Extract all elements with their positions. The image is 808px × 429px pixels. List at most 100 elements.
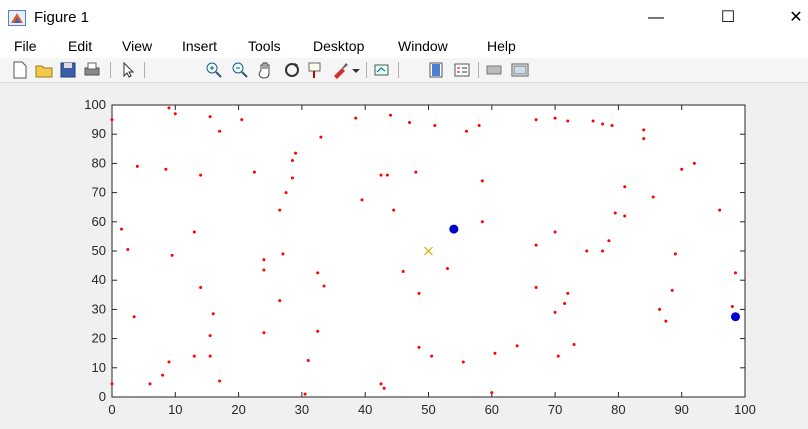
link-plot-icon[interactable] [372, 60, 392, 80]
data-point [417, 345, 421, 349]
data-point [262, 331, 266, 335]
select-arrow-icon[interactable] [118, 60, 138, 80]
data-point [642, 137, 646, 141]
data-point [126, 248, 130, 252]
x-tick-label: 90 [674, 402, 688, 417]
data-point [623, 214, 627, 218]
minimize-button[interactable]: — [648, 9, 664, 26]
data-point [534, 118, 538, 122]
toolbar-separator [144, 62, 145, 78]
data-point [534, 243, 538, 247]
y-tick-label: 90 [92, 126, 106, 141]
menu-desktop[interactable]: Desktop [313, 38, 365, 54]
menu-window[interactable]: Window [398, 38, 448, 54]
data-point [208, 334, 212, 338]
menu-view[interactable]: View [122, 38, 153, 54]
data-point [553, 230, 557, 234]
y-tick-label: 60 [92, 214, 106, 229]
colorbar-icon[interactable] [426, 60, 446, 80]
data-point [480, 220, 484, 224]
new-figure-icon[interactable] [10, 60, 30, 80]
data-point [607, 239, 611, 243]
data-point [401, 269, 405, 273]
y-tick-label: 70 [92, 185, 106, 200]
data-point [382, 386, 386, 390]
data-point [680, 167, 684, 171]
x-tick-label: 20 [231, 402, 245, 417]
rotate-3d-icon[interactable] [282, 60, 302, 80]
data-point [385, 173, 389, 177]
data-point [664, 319, 668, 323]
data-point [316, 329, 320, 333]
data-point [414, 170, 418, 174]
hide-plot-tools-icon[interactable] [484, 60, 504, 80]
toolbar-separator [366, 62, 367, 78]
save-icon[interactable] [58, 60, 78, 80]
data-point [262, 258, 266, 262]
open-file-icon[interactable] [34, 60, 54, 80]
menu-edit[interactable]: Edit [68, 38, 93, 54]
data-point [211, 312, 215, 316]
data-marks [110, 106, 741, 396]
data-point [651, 195, 655, 199]
y-tick-label: 20 [92, 331, 106, 346]
data-point [566, 119, 570, 123]
data-point [730, 304, 734, 308]
pan-hand-icon[interactable] [256, 60, 276, 80]
data-point [623, 185, 627, 189]
maximize-button[interactable]: ☐ [720, 9, 736, 26]
x-tick-label: 40 [358, 402, 372, 417]
menu-bar: File Edit View Insert Tools Desktop Wind… [0, 36, 808, 58]
menu-tools[interactable]: Tools [248, 38, 281, 54]
data-point [572, 342, 576, 346]
data-point [281, 252, 285, 256]
data-point [392, 208, 396, 212]
zoom-in-icon[interactable] [204, 60, 224, 80]
data-cursor-icon[interactable] [306, 60, 326, 80]
data-point [670, 288, 674, 292]
menu-help[interactable]: Help [487, 38, 516, 54]
menu-file[interactable]: File [14, 38, 37, 54]
data-point [718, 208, 722, 212]
close-button[interactable]: ✕ [789, 9, 803, 26]
x-tick-label: 10 [168, 402, 182, 417]
toolbar-separator [478, 62, 479, 78]
x-tick-label: 0 [108, 402, 115, 417]
legend-icon[interactable] [452, 60, 472, 80]
data-point [534, 286, 538, 289]
data-point [110, 118, 114, 122]
data-point [480, 179, 484, 183]
data-point [135, 164, 139, 168]
data-point [262, 268, 266, 272]
data-point [658, 307, 662, 311]
data-point [493, 351, 497, 355]
menu-insert[interactable]: Insert [182, 38, 218, 54]
data-point [170, 253, 174, 257]
data-point [642, 128, 646, 132]
dropdown-icon[interactable] [350, 60, 362, 80]
data-point [553, 116, 557, 120]
toolbar-separator [398, 62, 399, 78]
data-point [490, 391, 494, 395]
data-point [322, 284, 326, 288]
brush-icon[interactable] [330, 60, 350, 80]
figure-toolbar [0, 58, 808, 83]
data-point [563, 302, 567, 306]
data-point [556, 354, 560, 358]
data-point [240, 118, 244, 122]
data-point [601, 122, 605, 126]
data-point [199, 173, 203, 177]
data-point [218, 379, 222, 383]
print-icon[interactable] [82, 60, 102, 80]
data-point [319, 135, 323, 139]
data-point [252, 170, 256, 174]
data-point [379, 173, 383, 177]
y-tick-label: 40 [92, 272, 106, 287]
zoom-out-icon[interactable] [230, 60, 250, 80]
data-point [354, 116, 358, 120]
data-point [167, 106, 171, 110]
data-point [430, 354, 434, 358]
show-plot-tools-icon[interactable] [510, 60, 530, 80]
data-point [591, 119, 595, 123]
data-point [161, 373, 165, 377]
